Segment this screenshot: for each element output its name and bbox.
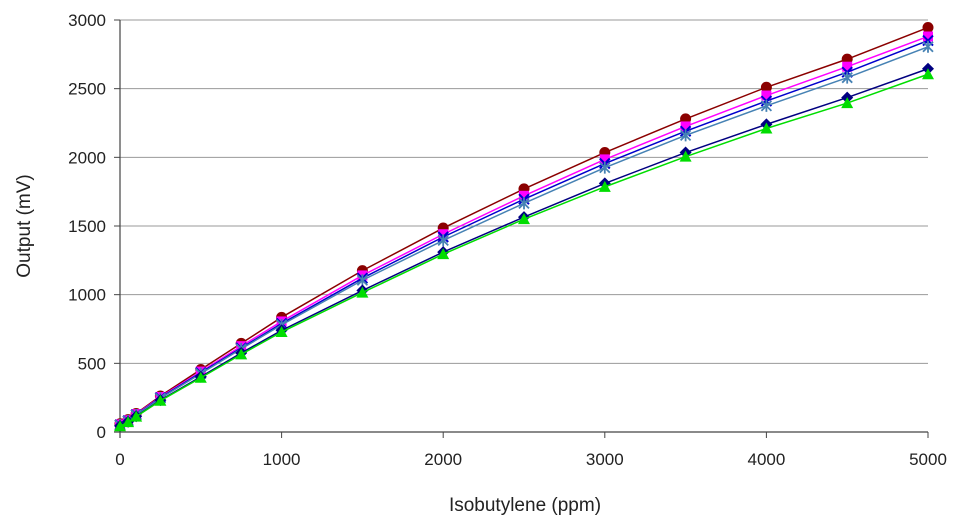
- y-tick-label: 500: [78, 354, 106, 373]
- series-5: [114, 62, 934, 432]
- series-line: [119, 46, 929, 426]
- data-point: [923, 31, 933, 42]
- x-tick-label: 4000: [747, 450, 785, 469]
- data-point: [679, 129, 692, 142]
- data-point: [761, 90, 772, 101]
- data-point: [841, 97, 854, 109]
- data-point: [760, 99, 773, 112]
- data-point: [518, 197, 530, 210]
- data-point: [194, 371, 207, 383]
- series-3: [114, 34, 934, 431]
- data-point: [841, 71, 853, 84]
- data-point: [922, 22, 934, 34]
- series-line: [119, 35, 929, 426]
- data-point: [235, 348, 248, 360]
- x-axis-title: Isobutylene (ppm): [449, 495, 601, 516]
- data-point: [356, 274, 369, 287]
- data-point: [114, 420, 126, 432]
- x-tick-label: 3000: [586, 450, 624, 469]
- data-point: [599, 154, 610, 165]
- data-point: [922, 68, 934, 80]
- data-point: [356, 286, 369, 298]
- series-6: [114, 68, 934, 432]
- tick-labels: 0 500 1000 1500 2000 2500 3000 0 1000 2000 3000 400…: [68, 11, 947, 469]
- data-point: [922, 40, 934, 53]
- data-point: [518, 213, 530, 225]
- x-tick-label: 0: [115, 450, 124, 469]
- data-point: [760, 122, 773, 134]
- gridlines: [120, 19, 928, 364]
- data-point: [438, 229, 449, 240]
- data-point: [598, 180, 611, 192]
- data-point: [275, 326, 288, 338]
- y-tick-label: 0: [97, 423, 106, 442]
- data-point: [130, 410, 143, 422]
- data-point: [599, 161, 611, 174]
- y-tick-label: 2500: [68, 80, 106, 99]
- x-tick-label: 5000: [909, 450, 947, 469]
- axes: [114, 19, 929, 438]
- y-tick-label: 2000: [68, 148, 106, 167]
- y-tick-label: 1000: [68, 286, 106, 305]
- data-point: [519, 190, 529, 201]
- y-tick-label: 1500: [68, 217, 106, 236]
- y-axis-title: Output (mV): [14, 174, 35, 277]
- series-4: [114, 40, 934, 432]
- series-line: [119, 68, 929, 427]
- x-tick-label: 1000: [263, 450, 301, 469]
- data-point: [437, 248, 450, 260]
- plot-area: [114, 22, 934, 432]
- data-point: [842, 61, 853, 72]
- data-point: [680, 121, 691, 132]
- x-tick-label: 2000: [424, 450, 462, 469]
- y-tick-label: 3000: [68, 11, 106, 30]
- data-point: [154, 394, 167, 406]
- data-point: [122, 416, 135, 428]
- series-line: [119, 39, 929, 426]
- data-point: [679, 150, 692, 162]
- series-line: [119, 73, 929, 427]
- data-point: [437, 234, 449, 247]
